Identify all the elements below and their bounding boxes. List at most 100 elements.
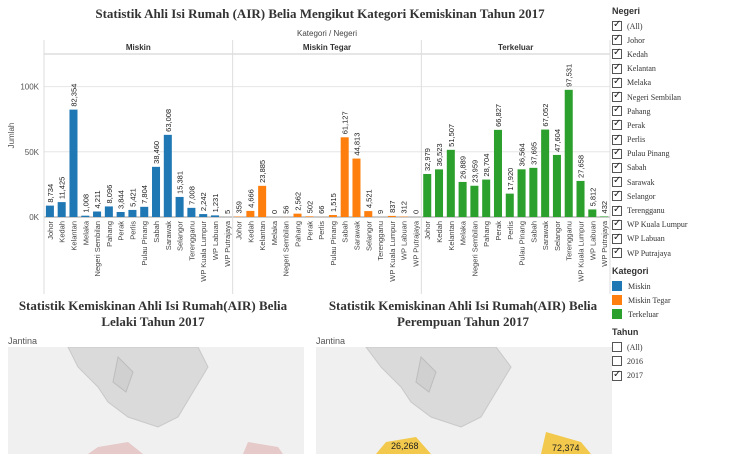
checkbox-icon[interactable]: [612, 218, 622, 230]
bar-1-11: [364, 211, 373, 217]
x-category-label-0-11: Selangor: [176, 221, 185, 252]
negeri-filter-item[interactable]: Perlis: [612, 133, 736, 147]
bar-0-3: [81, 215, 90, 217]
bar-1-1: [246, 210, 255, 217]
bar-value-label-1-4: 56: [282, 206, 291, 214]
checkbox-icon[interactable]: [612, 118, 622, 131]
checkbox-icon[interactable]: [612, 104, 622, 117]
bar-0-8: [140, 206, 149, 217]
kategori-legend-item[interactable]: Terkeluar: [612, 307, 736, 321]
bar-value-label-0-10: 63,008: [164, 109, 173, 132]
bar-2-5: [482, 179, 491, 217]
negeri-filter-item[interactable]: (All): [612, 19, 736, 33]
bar-value-label-0-7: 5,421: [128, 188, 137, 207]
checkbox-icon[interactable]: [612, 369, 622, 381]
checkbox-icon[interactable]: [612, 19, 622, 32]
checkbox-icon[interactable]: [612, 33, 622, 46]
x-category-label-0-10: Sarawak: [164, 221, 173, 250]
x-category-label-1-10: Sarawak: [352, 221, 361, 250]
tahun-filter-item[interactable]: 2016: [612, 354, 736, 368]
checkbox-icon[interactable]: [612, 189, 622, 202]
checkbox-icon[interactable]: [612, 133, 622, 145]
bar-2-1: [435, 169, 444, 217]
x-category-label-2-13: WP Kuala Lumpur: [577, 221, 586, 282]
bar-value-label-1-7: 66: [317, 206, 326, 214]
checkbox-icon[interactable]: [612, 175, 622, 188]
x-category-label-0-14: WP Labuan: [211, 221, 220, 260]
checkbox-icon[interactable]: [612, 147, 622, 159]
negeri-filter-item[interactable]: Negeri Sembilan: [612, 90, 736, 104]
bar-2-0: [423, 173, 432, 217]
y-tick-label-2: 100K: [20, 83, 39, 92]
x-category-label-2-9: Sabah: [529, 221, 538, 243]
negeri-filter-item[interactable]: Sarawak: [612, 175, 736, 189]
negeri-filter-item[interactable]: Kedah: [612, 47, 736, 61]
checkbox-icon[interactable]: [612, 342, 622, 353]
negeri-filter-label: Pulau Pinang: [627, 149, 670, 159]
negeri-filter-item[interactable]: Kelantan: [612, 62, 736, 76]
bar-2-10: [541, 129, 550, 217]
bar-value-label-2-10: 67,052: [541, 104, 550, 127]
negeri-filter-item[interactable]: Sabah: [612, 161, 736, 175]
kategori-legend-label: Miskin Tegar: [628, 295, 671, 305]
bar-value-label-2-9: 37,695: [529, 142, 538, 165]
bar-2-11: [552, 154, 561, 217]
checkbox-icon[interactable]: [612, 356, 622, 367]
negeri-filter-item[interactable]: WP Kuala Lumpur: [612, 218, 736, 232]
x-category-label-2-1: Kedah: [435, 221, 444, 243]
right-jantina-label: Jantina: [316, 336, 346, 346]
x-category-label-0-7: Perlis: [128, 221, 137, 240]
kategori-legend-item[interactable]: Miskin: [612, 279, 736, 293]
color-swatch-icon: [612, 281, 622, 292]
negeri-filter-item[interactable]: Pulau Pinang: [612, 147, 736, 161]
negeri-filter-item[interactable]: Johor: [612, 33, 736, 47]
bar-2-12: [564, 89, 573, 217]
right-map[interactable]: 26,268 72,374: [316, 347, 612, 454]
tahun-filter-item[interactable]: 2017: [612, 369, 736, 383]
checkbox-icon[interactable]: [612, 76, 622, 88]
checkbox-icon[interactable]: [612, 90, 622, 103]
bar-2-14: [588, 209, 597, 217]
bar-0-12: [187, 207, 196, 217]
bar-0-13: [199, 214, 208, 217]
negeri-filter-label: Kedah: [627, 49, 648, 59]
negeri-filter-label: WP Labuan: [627, 234, 665, 244]
x-category-label-2-5: Pahang: [482, 221, 491, 247]
bar-0-6: [116, 211, 125, 217]
bar-value-label-1-11: 4,521: [364, 189, 373, 208]
checkbox-icon[interactable]: [612, 232, 622, 244]
bar-value-label-2-5: 28,704: [482, 154, 491, 177]
negeri-filter-item[interactable]: WP Labuan: [612, 232, 736, 246]
x-category-label-2-8: Pulau Pinang: [518, 221, 527, 266]
chart-header-label: Kategori / Negeri: [297, 29, 357, 38]
bar-value-label-0-2: 82,354: [69, 84, 78, 107]
negeri-filter-item[interactable]: Pahang: [612, 104, 736, 118]
negeri-filter-list: (All) Johor Kedah Kelantan Melaka Negeri Semb…: [612, 19, 736, 260]
negeri-filter-item[interactable]: Melaka: [612, 76, 736, 90]
negeri-filter-item[interactable]: Perak: [612, 118, 736, 132]
bar-chart: Kategori / Negeri Miskin Miskin Tegar Terke…: [7, 29, 611, 294]
x-category-label-0-2: Kelantan: [69, 221, 78, 251]
bar-value-label-2-3: 26,889: [459, 156, 468, 179]
checkbox-icon[interactable]: [612, 47, 622, 60]
negeri-filter-item[interactable]: WP Putrajaya: [612, 246, 736, 260]
x-category-label-2-14: WP Labuan: [588, 221, 597, 260]
left-map[interactable]: [8, 347, 304, 454]
checkbox-icon[interactable]: [612, 246, 622, 259]
bar-value-label-0-15: 5: [223, 210, 232, 214]
bar-value-label-0-13: 2,242: [199, 192, 208, 211]
checkbox-icon[interactable]: [612, 161, 622, 173]
tahun-filter-item[interactable]: (All): [612, 340, 736, 354]
negeri-filter-item[interactable]: Terengganu: [612, 203, 736, 217]
kategori-legend-item[interactable]: Miskin Tegar: [612, 293, 736, 307]
checkbox-icon[interactable]: [612, 62, 622, 74]
right-map-shapes: 26,268 72,374: [365, 347, 591, 454]
bar-value-label-2-2: 51,507: [447, 124, 456, 147]
tahun-filter-label: (All): [627, 342, 643, 352]
negeri-filter-label: WP Kuala Lumpur: [627, 220, 688, 230]
bar-value-label-2-14: 5,812: [588, 188, 597, 207]
checkbox-icon[interactable]: [612, 204, 622, 216]
bar-value-label-2-15: 432: [600, 201, 609, 214]
negeri-filter-item[interactable]: Selangor: [612, 189, 736, 203]
bar-1-10: [352, 158, 361, 217]
